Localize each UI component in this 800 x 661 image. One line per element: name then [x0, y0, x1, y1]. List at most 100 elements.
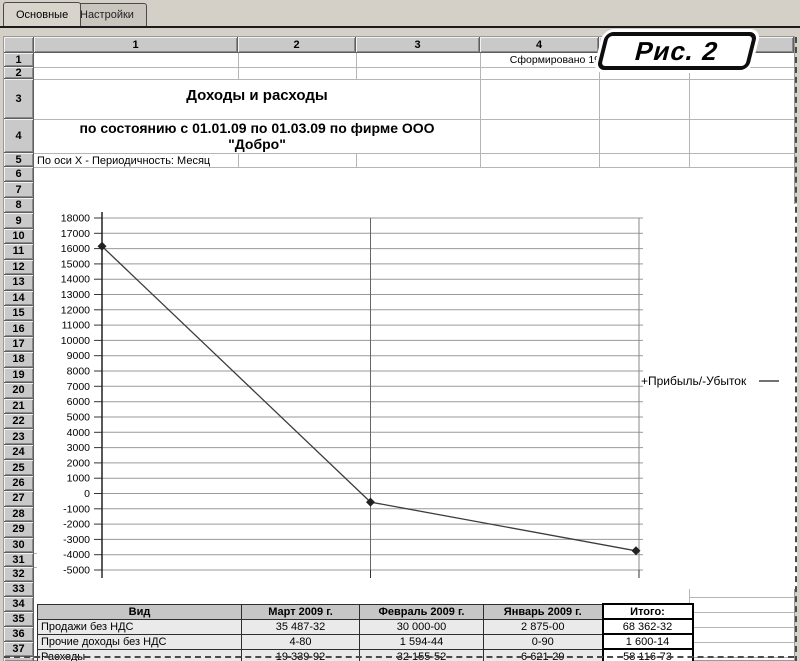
table-header-row: Вид Март 2009 г. Февраль 2009 г. Январь 200… — [37, 603, 694, 620]
svg-text:2000: 2000 — [67, 457, 91, 469]
figure-label: Рис. 2 — [632, 35, 723, 66]
row-header-10[interactable]: 10 — [4, 228, 34, 245]
row-header-2[interactable]: 2 — [4, 67, 34, 79]
row-header-4[interactable]: 4 — [4, 119, 34, 153]
row-header-12[interactable]: 12 — [4, 259, 34, 276]
gridline — [238, 153, 239, 167]
table-cell-value[interactable]: 1 594-44 — [359, 633, 484, 650]
figure-label-box: Рис. 2 — [596, 32, 758, 70]
svg-text:-1000: -1000 — [63, 503, 90, 515]
tabbar-divider — [0, 26, 800, 28]
tab-settings[interactable]: Настройки — [67, 3, 147, 26]
gridline — [356, 153, 357, 167]
row-header-30[interactable]: 30 — [4, 537, 34, 553]
legend-label: +Прибыль/-Убыток — [641, 374, 747, 388]
gridline — [356, 53, 357, 79]
row-header-18[interactable]: 18 — [4, 352, 34, 368]
table-column-header[interactable]: Январь 2009 г. — [483, 603, 603, 620]
table-column-header[interactable]: Февраль 2009 г. — [359, 603, 484, 620]
svg-text:4000: 4000 — [67, 427, 91, 439]
row-header-25[interactable]: 25 — [4, 460, 34, 476]
svg-text:15000: 15000 — [61, 258, 90, 270]
row-header-33[interactable]: 33 — [4, 582, 34, 597]
row-header-1[interactable]: 1 — [4, 53, 34, 67]
data-point-marker — [631, 546, 641, 556]
gridline — [689, 153, 690, 167]
column-header-1[interactable]: 1 — [34, 37, 238, 53]
row-header-36[interactable]: 36 — [4, 627, 34, 642]
table-cell-value[interactable]: 4-80 — [241, 633, 360, 650]
tab-main[interactable]: Основные — [3, 2, 82, 26]
row-header-37[interactable]: 37 — [4, 642, 34, 657]
row-header-3[interactable]: 3 — [4, 79, 34, 119]
svg-text:10000: 10000 — [61, 335, 90, 347]
report-subtitle-cell[interactable]: по состоянию с 01.01.09 по 01.03.09 по ф… — [79, 120, 435, 152]
svg-text:17000: 17000 — [61, 228, 90, 240]
row-header-19[interactable]: 19 — [4, 367, 34, 384]
row-header-9[interactable]: 9 — [4, 213, 34, 229]
table-cell-label[interactable]: Продажи без НДС — [37, 618, 242, 635]
table-column-header[interactable]: Март 2009 г. — [241, 603, 360, 620]
row-header-38[interactable] — [4, 657, 34, 661]
table-cell-total[interactable]: 58 116-73 — [601, 648, 694, 661]
svg-text:9000: 9000 — [67, 350, 91, 362]
table-cell-value[interactable]: 35 487-32 — [241, 618, 360, 635]
gridline — [480, 79, 481, 153]
table-cell-total[interactable]: 68 362-32 — [601, 618, 694, 635]
row-header-35[interactable]: 35 — [4, 612, 34, 627]
column-header-2[interactable]: 2 — [238, 37, 356, 53]
row-header-8[interactable]: 8 — [4, 197, 34, 214]
report-title-cell[interactable]: Доходы и расходы — [186, 87, 328, 104]
generated-timestamp-cell[interactable]: Сформировано 19 — [509, 54, 600, 66]
table-cell-value[interactable]: 6 621-29 — [483, 648, 603, 661]
table-cell-value[interactable]: 0-90 — [483, 633, 603, 650]
row-header-22[interactable]: 22 — [4, 414, 34, 430]
row-header-11[interactable]: 11 — [4, 244, 34, 260]
row-header-24[interactable]: 24 — [4, 444, 34, 461]
svg-text:-4000: -4000 — [63, 549, 90, 561]
svg-text:11000: 11000 — [62, 320, 91, 332]
x-axis-note-cell[interactable]: По оси X - Периодичность: Месяц — [37, 155, 211, 167]
row-header-15[interactable]: 15 — [4, 305, 34, 322]
row-header-34[interactable]: 34 — [4, 597, 34, 612]
table-cell-value[interactable]: 19 339-92 — [241, 648, 360, 661]
row-header-7[interactable]: 7 — [4, 182, 34, 198]
svg-text:7000: 7000 — [67, 381, 91, 393]
table-column-header[interactable]: Вид — [37, 603, 242, 620]
table-cell-label[interactable]: Прочие доходы без НДС — [37, 633, 242, 650]
row-header-26[interactable]: 26 — [4, 475, 34, 492]
svg-text:5000: 5000 — [67, 412, 91, 424]
table-row: Прочие доходы без НДС 4-80 1 594-44 0-90 1 6… — [37, 633, 694, 650]
table-cell-total[interactable]: 1 600-14 — [601, 633, 694, 650]
page-break-horizontal — [4, 656, 794, 658]
row-header-16[interactable]: 16 — [4, 321, 34, 337]
svg-text:16000: 16000 — [61, 243, 90, 255]
gridline — [689, 642, 794, 643]
row-header-6[interactable]: 6 — [4, 167, 34, 183]
table-cell-value[interactable]: 2 875-00 — [483, 618, 603, 635]
row-header-31[interactable]: 31 — [4, 553, 34, 567]
row-header-32[interactable]: 32 — [4, 567, 34, 582]
row-header-14[interactable]: 14 — [4, 290, 34, 306]
row-header-20[interactable]: 20 — [4, 383, 34, 399]
row-header-28[interactable]: 28 — [4, 506, 34, 523]
svg-text:3000: 3000 — [67, 442, 91, 454]
gridline — [34, 79, 794, 80]
page-break-vertical — [795, 37, 797, 661]
table-cell-value[interactable]: 32 155-52 — [359, 648, 484, 661]
row-header-27[interactable]: 27 — [4, 491, 34, 507]
row-header-23[interactable]: 23 — [4, 429, 34, 445]
row-header-17[interactable]: 17 — [4, 336, 34, 353]
row-header-21[interactable]: 21 — [4, 398, 34, 415]
row-header-13[interactable]: 13 — [4, 275, 34, 291]
table-cell-value[interactable]: 30 000-00 — [359, 618, 484, 635]
table-column-header[interactable]: Итого: — [601, 603, 694, 620]
row-header-29[interactable]: 29 — [4, 522, 34, 538]
row-header-5[interactable]: 5 — [4, 153, 34, 167]
column-header-3[interactable]: 3 — [356, 37, 480, 53]
column-header-4[interactable]: 4 — [480, 37, 599, 53]
table-cell-label[interactable]: Расходы — [37, 648, 242, 661]
corner-cell[interactable] — [4, 37, 34, 53]
tab-settings-label: Настройки — [80, 9, 134, 21]
profit-loss-chart: 18000 17000 16000 15000 14000 13000 12000 11000… — [37, 204, 797, 589]
